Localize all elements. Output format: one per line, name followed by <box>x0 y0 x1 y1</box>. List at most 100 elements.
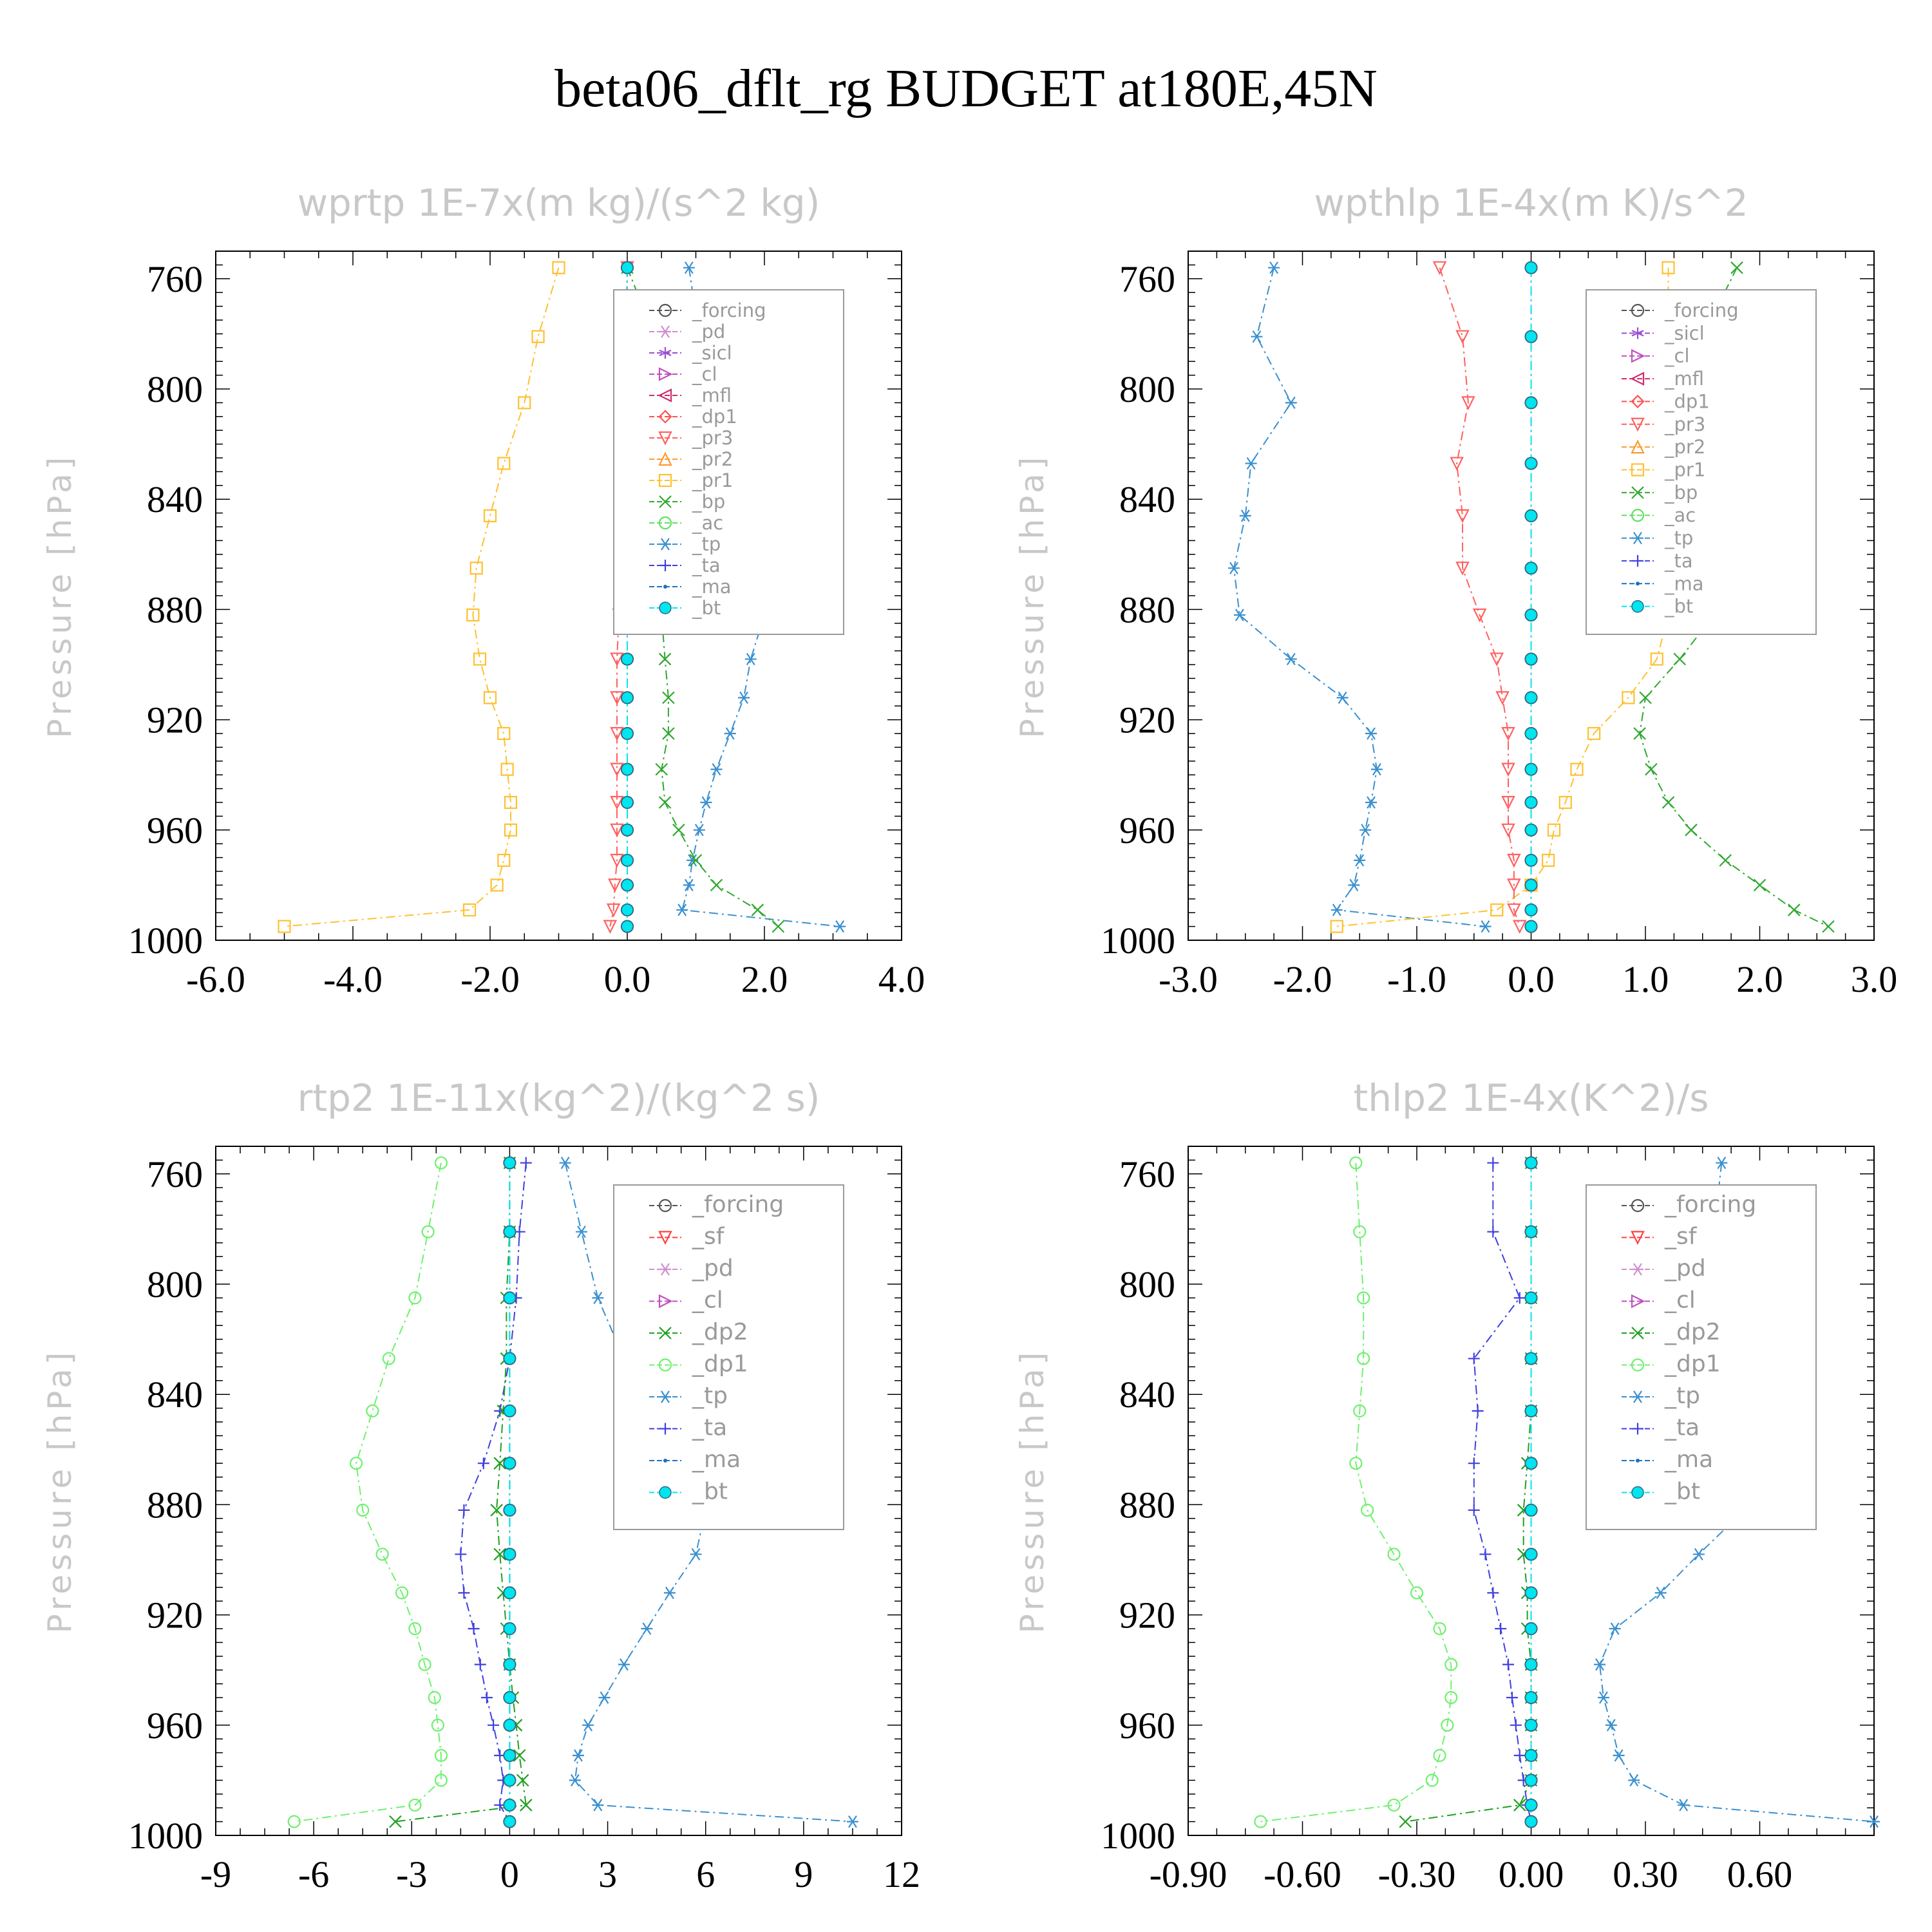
data-point <box>1524 878 1538 892</box>
legend-label: _bt <box>692 597 721 619</box>
series-pr3 <box>1432 261 1527 934</box>
legend-label: _bt <box>1664 1479 1700 1505</box>
data-point <box>1609 1622 1621 1635</box>
data-point <box>655 762 668 776</box>
data-point <box>389 1815 402 1828</box>
x-tick-label: 0.0 <box>1508 958 1555 1000</box>
legend-marker <box>658 1358 672 1372</box>
data-point <box>1513 1799 1526 1812</box>
y-tick-label: 800 <box>147 1264 203 1305</box>
data-point <box>1719 854 1732 867</box>
data-point <box>1365 796 1377 809</box>
legend-label: _forcing <box>692 1191 784 1218</box>
legend-marker <box>658 1231 672 1245</box>
data-point <box>1285 652 1297 666</box>
legend-marker <box>1631 417 1645 432</box>
data-point <box>503 1691 516 1704</box>
data-point <box>1399 1815 1412 1828</box>
x-tick-label: 2.0 <box>1736 958 1783 1000</box>
legend-label: _cl <box>1664 1287 1696 1314</box>
series-bt <box>503 1156 516 1828</box>
data-point <box>1645 762 1658 776</box>
data-point <box>1495 1623 1507 1634</box>
data-point <box>1490 903 1504 917</box>
data-point <box>621 762 634 776</box>
data-point <box>1594 1658 1605 1671</box>
legend-label: _ta <box>692 1415 727 1441</box>
data-point <box>1387 1548 1401 1561</box>
legend-label: _dp2 <box>1664 1319 1721 1345</box>
data-point <box>683 261 695 274</box>
legend-label: _pr2 <box>1664 436 1705 458</box>
data-point <box>483 509 497 522</box>
data-point <box>531 330 545 343</box>
legend-marker <box>1631 1231 1645 1245</box>
data-point <box>1487 1157 1499 1169</box>
data-point <box>1357 1352 1370 1365</box>
data-point <box>621 652 634 666</box>
legend-marker <box>1631 1294 1645 1309</box>
data-point <box>1524 1622 1538 1635</box>
data-point <box>1487 1226 1499 1238</box>
data-point <box>497 457 511 470</box>
legend-label: _bp <box>1664 482 1698 504</box>
data-point <box>1228 562 1240 574</box>
y-tick-label: 960 <box>1119 810 1175 851</box>
data-point <box>621 904 634 916</box>
data-point <box>513 1749 526 1762</box>
data-point <box>1245 457 1257 470</box>
data-point <box>408 1622 422 1636</box>
x-tick-label: -0.60 <box>1264 1853 1341 1895</box>
data-point <box>641 1622 653 1635</box>
data-point <box>503 1719 516 1732</box>
data-point <box>1597 1691 1609 1704</box>
data-point <box>287 1815 301 1828</box>
legend-label: _pr2 <box>692 448 733 470</box>
series-dp1 <box>287 1156 448 1828</box>
data-point <box>504 823 518 837</box>
data-point <box>834 920 846 933</box>
legend-marker <box>1631 1486 1644 1499</box>
data-point <box>1524 1225 1538 1238</box>
legend-marker <box>1631 463 1645 477</box>
data-point <box>618 1658 630 1671</box>
legend-label: _tp <box>1664 527 1693 549</box>
x-tick-label: 1.0 <box>1622 958 1669 1000</box>
legend-marker <box>658 473 672 488</box>
data-point <box>356 1503 370 1517</box>
y-tick-label: 960 <box>147 1705 203 1747</box>
legend-marker <box>1636 582 1640 586</box>
y-tick-label: 880 <box>147 1484 203 1526</box>
legend-label: _cl <box>1664 345 1690 367</box>
data-point <box>375 1548 389 1561</box>
data-point <box>490 1504 503 1517</box>
y-axis-label: Pressure [hPa] <box>41 453 79 739</box>
data-point <box>408 1798 422 1812</box>
data-point <box>520 1799 533 1812</box>
chart-panels: wprtp 1E-7x(m kg)/(s^2 kg) Pressure [hPa]… <box>41 181 1897 1895</box>
legend-marker <box>659 601 672 614</box>
legend-marker <box>659 1486 672 1499</box>
legend-label: _cl <box>692 1287 723 1314</box>
y-tick-label: 840 <box>1119 1374 1175 1416</box>
data-point <box>1524 457 1538 470</box>
x-tick-label: -2.0 <box>460 958 520 1000</box>
data-point <box>428 1690 441 1705</box>
data-point <box>503 1405 516 1417</box>
data-point <box>497 726 511 741</box>
panel-1: wprtp 1E-7x(m kg)/(s^2 kg) Pressure [hPa]… <box>41 181 925 1000</box>
data-point <box>1495 691 1510 705</box>
data-point <box>1353 1225 1367 1238</box>
data-point <box>434 1156 448 1170</box>
data-point <box>676 904 688 916</box>
legend-label: _ma <box>1664 1446 1713 1473</box>
data-point <box>503 1156 516 1170</box>
data-point <box>278 920 291 933</box>
x-tick-label: 0.30 <box>1613 1853 1678 1895</box>
series-line <box>1260 1162 1452 1823</box>
data-point <box>395 1586 409 1600</box>
legend-label: _ta <box>1664 1415 1700 1441</box>
data-point <box>1472 1405 1484 1417</box>
legend-marker <box>659 560 671 571</box>
data-point <box>700 796 712 809</box>
